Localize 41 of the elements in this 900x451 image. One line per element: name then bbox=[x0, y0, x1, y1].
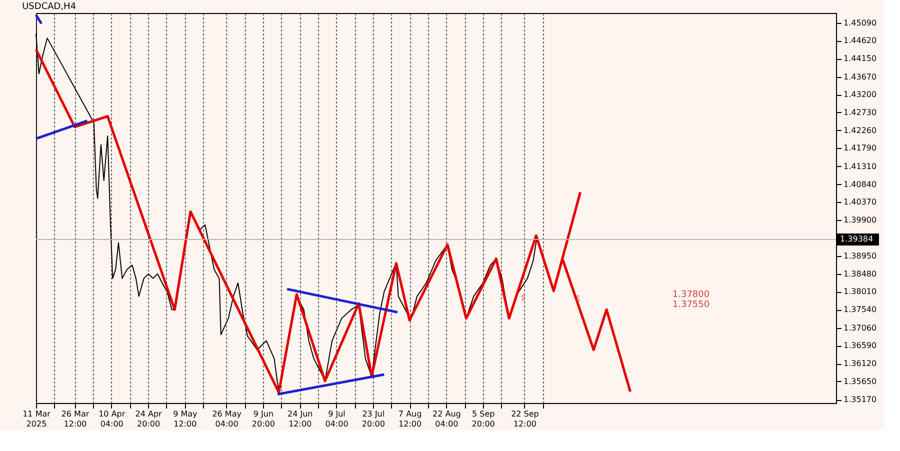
chart-title: USDCAD,H4 bbox=[22, 2, 76, 12]
annotation: ⇩ bbox=[574, 295, 582, 305]
y-tick-label: 1.37540 bbox=[844, 305, 877, 314]
y-tick-label: 1.36120 bbox=[844, 359, 877, 368]
x-tick-label: 9 Jun 20:00 bbox=[252, 410, 275, 428]
x-tick-label: 22 Sep 12:00 bbox=[511, 410, 539, 428]
y-tick-label: 1.41790 bbox=[844, 144, 877, 153]
y-tick-label: 1.45090 bbox=[844, 18, 877, 28]
x-tick-label: 26 May 04:00 bbox=[212, 410, 242, 428]
y-tick-label: 1.41310 bbox=[844, 162, 877, 171]
x-tick-label: 23 Jul 20:00 bbox=[362, 410, 385, 428]
annotation: 1.37550 bbox=[672, 300, 710, 310]
x-tick-label: 9 May 12:00 bbox=[173, 410, 198, 428]
y-tick-label: 1.35170 bbox=[844, 395, 877, 404]
y-tick-label: 1.43200 bbox=[844, 90, 877, 100]
y-tick-label: 1.44150 bbox=[844, 54, 877, 64]
y-tick-label: 1.42730 bbox=[844, 108, 877, 117]
y-tick-label: 1.40840 bbox=[844, 180, 877, 189]
y-tick-label: 1.36590 bbox=[844, 341, 877, 350]
x-tick-label: 24 Jun 12:00 bbox=[287, 410, 313, 428]
y-tick-label: 1.38950 bbox=[844, 252, 877, 261]
x-tick-label: 11 Mar 2025 bbox=[22, 410, 52, 428]
x-tick-label: 26 Mar 12:00 bbox=[61, 410, 90, 428]
x-tick-label: 22 Aug 04:00 bbox=[432, 410, 461, 428]
y-tick-label: 1.39900 bbox=[844, 215, 877, 224]
y-tick-label: 1.42260 bbox=[844, 126, 877, 135]
x-tick-label: 5 Sep 20:00 bbox=[472, 410, 495, 428]
x-tick-label: 24 Apr 20:00 bbox=[135, 410, 163, 428]
y-tick-label: 1.40370 bbox=[844, 198, 877, 207]
y-tick-label: 1.37060 bbox=[844, 323, 877, 332]
y-tick-label: 1.35650 bbox=[844, 376, 877, 386]
annotation: ⇧ bbox=[519, 294, 527, 304]
y-tick-label: 1.38480 bbox=[844, 269, 877, 278]
x-tick-label: 9 Jul 04:00 bbox=[325, 410, 348, 428]
y-tick-label: 1.43670 bbox=[844, 72, 877, 82]
y-tick-label: 1.38010 bbox=[844, 287, 877, 296]
annotation: 1.37800 bbox=[672, 290, 710, 300]
x-tick-label: 10 Apr 04:00 bbox=[98, 410, 126, 428]
x-tick-label: 7 Aug 12:00 bbox=[398, 410, 422, 428]
ref-line-label: 1.39384 bbox=[840, 234, 874, 244]
y-tick-label: 1.44620 bbox=[844, 36, 877, 46]
